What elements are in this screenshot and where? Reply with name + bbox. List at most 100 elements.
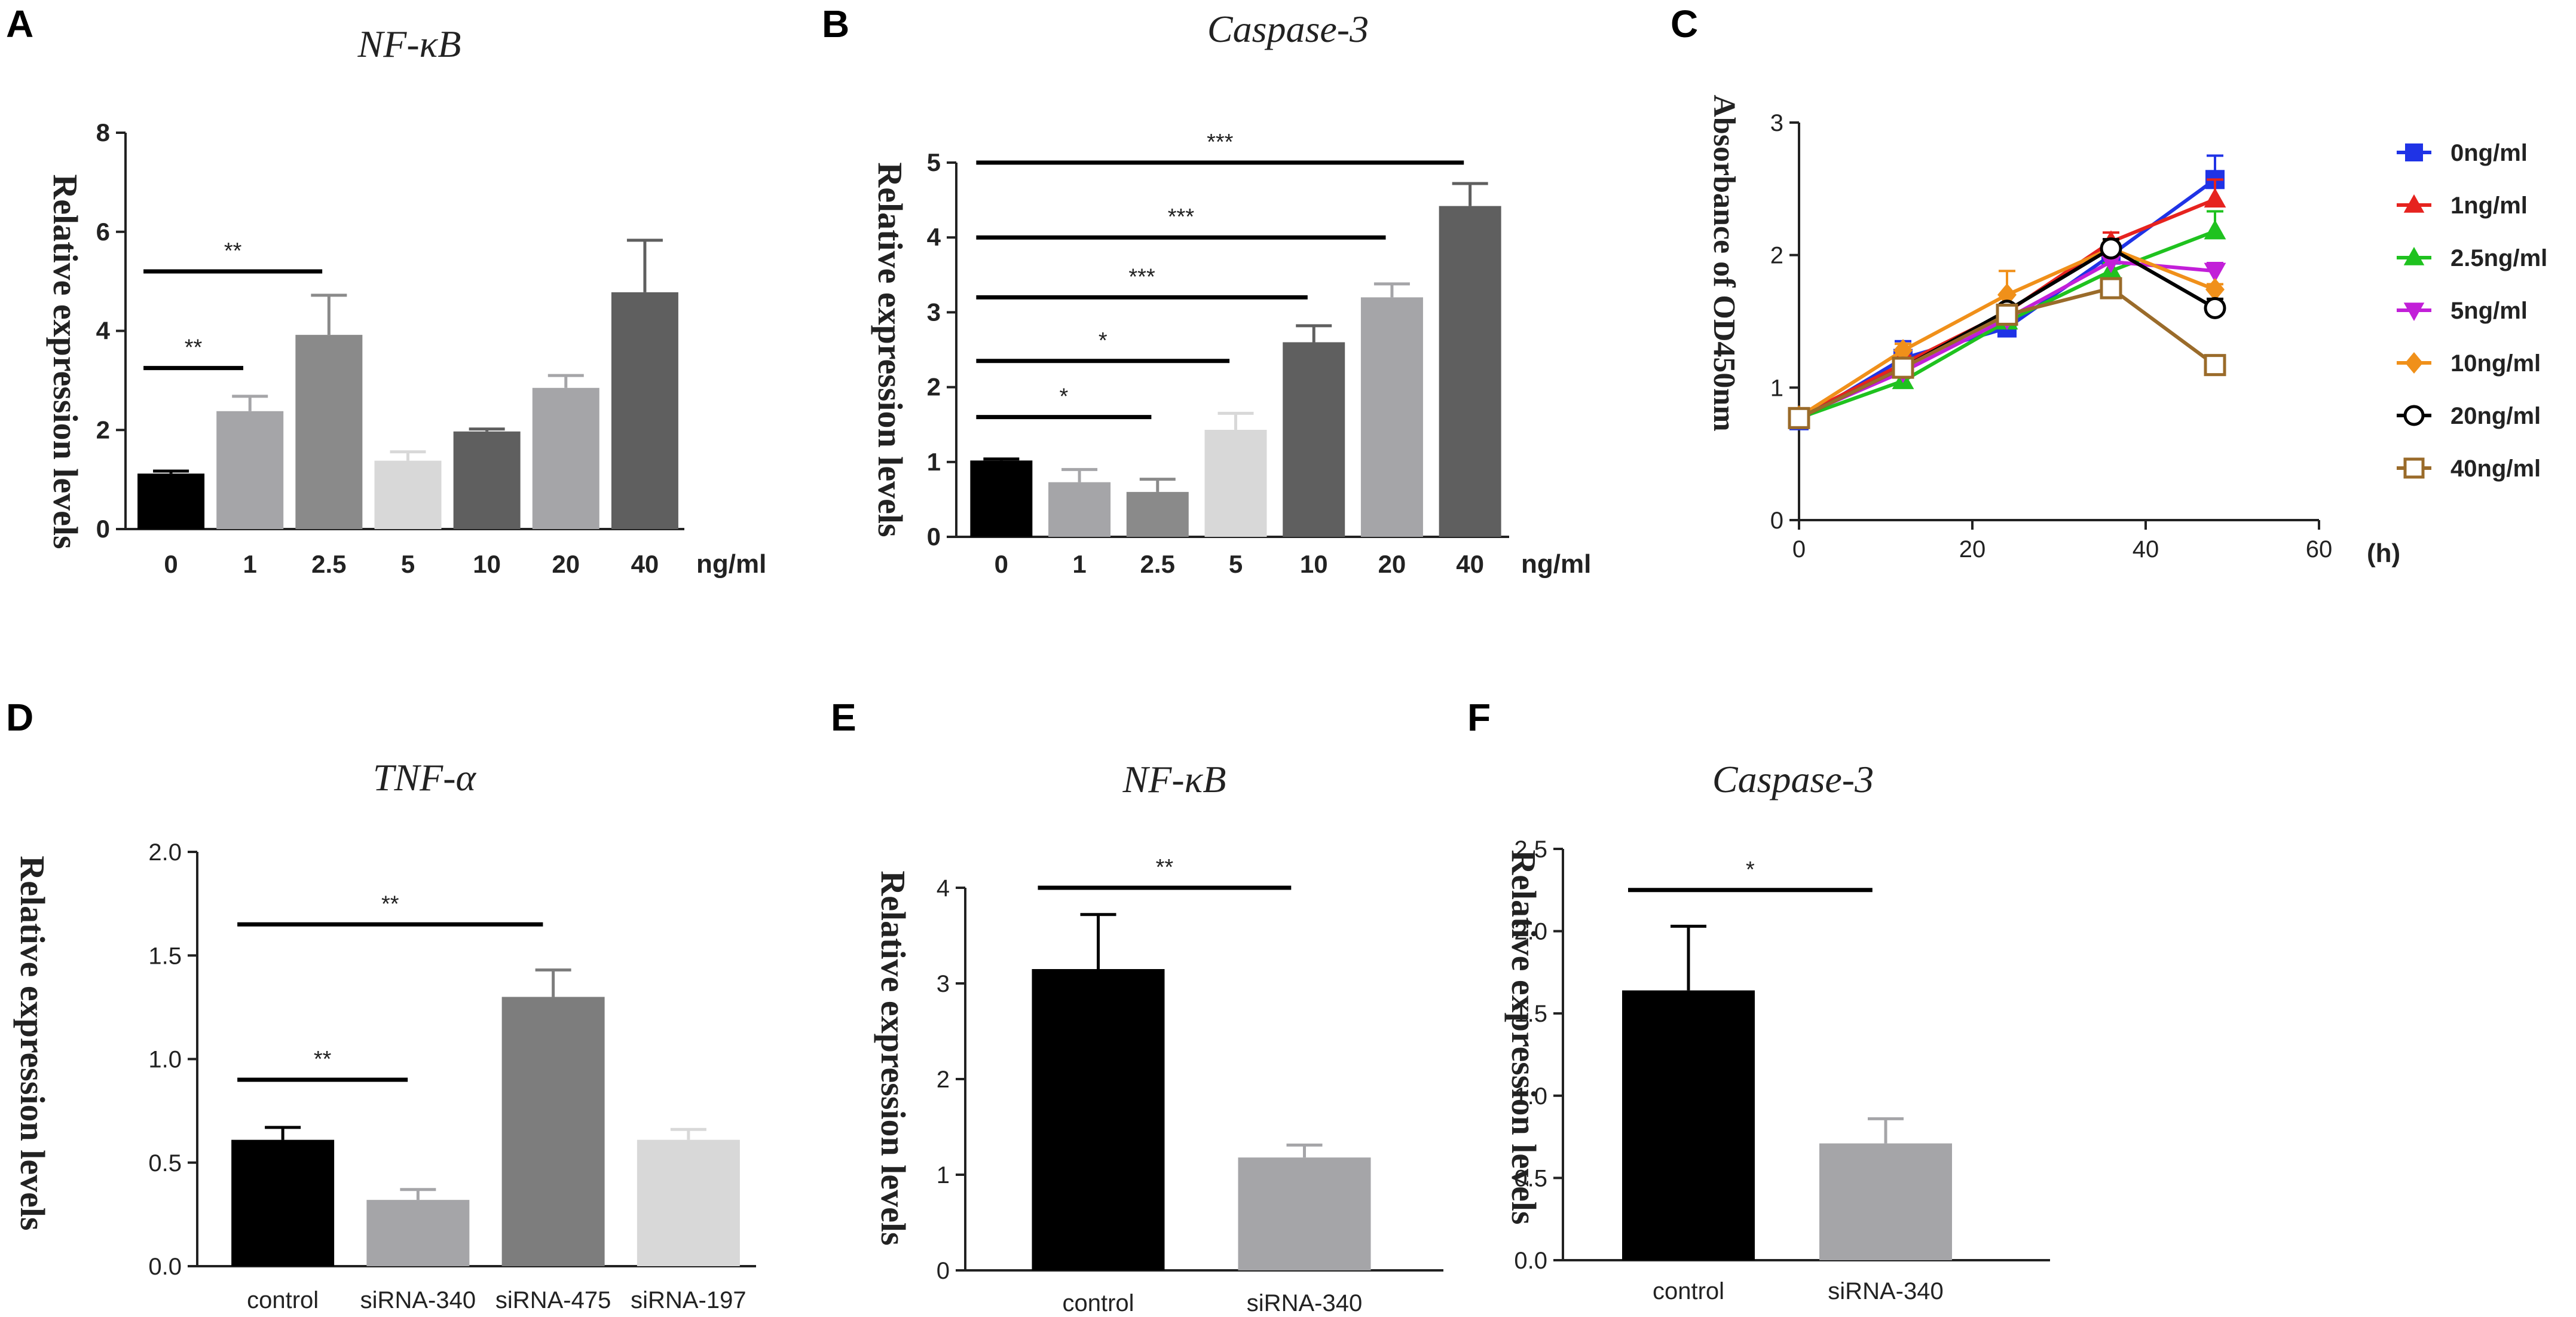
title-f: Caspase-3 xyxy=(1712,758,1874,800)
x-tick-label: control xyxy=(247,1287,319,1313)
bar xyxy=(1204,429,1267,537)
marker-square-open xyxy=(1788,407,1810,429)
significance-label: *** xyxy=(1207,130,1234,155)
panel-f: F Caspase-3 Relative expression levels 0… xyxy=(1467,696,2050,1304)
panel-b: B Caspase-3 Relative expression levels 0… xyxy=(822,2,1591,579)
marker-diamond xyxy=(2405,352,2423,374)
bar xyxy=(532,387,599,529)
y-label-e: Relative expression levels xyxy=(874,870,913,1245)
y-tick-label: 2 xyxy=(96,415,110,444)
significance-label: *** xyxy=(1128,264,1155,289)
y-label-c: Absorbance of OD450nm xyxy=(1707,94,1741,431)
y-tick-label: 2.0 xyxy=(1514,919,1547,945)
y-tick-label: 3 xyxy=(1770,110,1783,136)
y-tick-label: 5 xyxy=(927,148,941,176)
marker-triangle-up xyxy=(2403,247,2425,265)
y-tick-label: 0 xyxy=(937,1258,950,1284)
y-tick-label: 1 xyxy=(927,448,941,476)
marker-square-open xyxy=(2204,354,2226,377)
bar xyxy=(970,460,1033,537)
y-tick-label: 4 xyxy=(96,317,111,345)
marker-triangle-up xyxy=(2204,188,2226,208)
plot-d: 0.0 0.5 1.0 1.5 2.0 control siRNA-340 siRNA-475… xyxy=(148,839,756,1313)
bar xyxy=(231,1139,335,1266)
x-tick-label: 5 xyxy=(1229,550,1243,578)
legend-label: 1ng/ml xyxy=(2450,192,2528,219)
x-unit-c: (h) xyxy=(2367,539,2400,568)
title-b: Caspase-3 xyxy=(1207,8,1369,50)
x-tick-label: 0 xyxy=(995,550,1008,578)
marker-square-open xyxy=(2403,457,2425,479)
marker-square xyxy=(2405,143,2423,161)
panel-letter-a: A xyxy=(6,2,33,45)
significance-label: ** xyxy=(224,239,242,264)
x-tick-label: 2.5 xyxy=(311,550,346,578)
x-tick-label: siRNA-197 xyxy=(631,1287,746,1313)
y-tick-label: 1 xyxy=(1770,375,1783,401)
title-d: TNF-α xyxy=(373,756,477,799)
y-label-b: Relative expression levels xyxy=(871,162,910,537)
marker-square-open xyxy=(1996,303,2018,326)
bar xyxy=(216,411,284,529)
y-tick-label: 1.0 xyxy=(1514,1083,1547,1110)
x-tick-label: 20 xyxy=(552,550,580,578)
x-unit-a: ng/ml xyxy=(696,549,766,579)
plot-c: 0 1 2 3 0 20 40 60 xyxy=(1770,110,2333,563)
y-tick-label: 0.5 xyxy=(148,1150,182,1177)
significance-label: ** xyxy=(381,891,399,916)
marker-square-open xyxy=(2100,277,2122,300)
bar xyxy=(1126,491,1189,537)
panel-letter-b: B xyxy=(822,2,849,45)
title-e: NF-κB xyxy=(1122,758,1226,800)
significance-label: ** xyxy=(1156,855,1174,880)
panel-letter-e: E xyxy=(831,696,856,739)
significance-label: *** xyxy=(1168,204,1195,230)
y-tick-label: 1.5 xyxy=(148,943,182,969)
x-tick-label: 10 xyxy=(473,550,501,578)
plot-e: 0 1 2 3 4 control siRNA-340 ** xyxy=(937,855,1443,1316)
significance-label: ** xyxy=(314,1047,332,1072)
marker-circle-open xyxy=(2100,237,2122,260)
x-tick-label: siRNA-340 xyxy=(360,1287,476,1313)
bar xyxy=(137,473,205,529)
x-tick-label: 1 xyxy=(243,550,257,578)
x-tick-label: 0 xyxy=(1792,536,1806,563)
legend-label: 0ng/ml xyxy=(2450,140,2528,166)
marker-triangle-down xyxy=(2204,262,2226,283)
plot-a: 0 2 4 6 8 0 1 2.5 5 10 20 40 ** ** xyxy=(96,118,684,578)
marker-triangle-up xyxy=(2204,219,2226,240)
legend-label: 10ng/ml xyxy=(2450,350,2541,377)
bar xyxy=(637,1139,740,1266)
bar xyxy=(1360,297,1423,537)
y-tick-label: 8 xyxy=(96,118,110,146)
y-tick-label: 2 xyxy=(1770,243,1783,269)
y-tick-label: 2 xyxy=(927,373,941,401)
y-tick-label: 3 xyxy=(937,971,950,997)
legend-label: 2.5ng/ml xyxy=(2450,245,2547,271)
panel-letter-f: F xyxy=(1467,696,1491,739)
x-tick-label: siRNA-475 xyxy=(495,1287,611,1313)
y-tick-label: 1.5 xyxy=(1514,1001,1547,1027)
bar xyxy=(611,292,678,529)
y-tick-label: 6 xyxy=(96,218,110,246)
y-tick-label: 0 xyxy=(96,515,110,543)
series-40ng-ml xyxy=(1788,277,2226,429)
legend-label: 40ng/ml xyxy=(2450,456,2541,482)
panel-letter-c: C xyxy=(1671,2,1698,45)
panel-e: E NF-κB Relative expression levels 0 1 2 3 4… xyxy=(831,696,1443,1316)
x-tick-label: 1 xyxy=(1072,550,1086,578)
x-tick-label: 40 xyxy=(2133,536,2159,563)
x-tick-label: siRNA-340 xyxy=(1247,1290,1362,1316)
bar xyxy=(1032,969,1165,1270)
panel-a: A NF-κB Relative expression levels 0 2 4 6 8… xyxy=(6,2,766,579)
x-tick-label: 20 xyxy=(1959,536,1986,563)
x-tick-label: 10 xyxy=(1300,550,1328,578)
y-tick-label: 2 xyxy=(937,1067,950,1093)
x-tick-label: 40 xyxy=(1456,550,1484,578)
x-tick-label: siRNA-340 xyxy=(1828,1278,1943,1304)
x-tick-label: control xyxy=(1653,1278,1724,1304)
marker-circle-open xyxy=(2204,297,2226,319)
legend-c: 0ng/ml 1ng/ml 2.5ng/ml 5ng/ml 10ng/ml 20ng/ml… xyxy=(2397,140,2547,482)
